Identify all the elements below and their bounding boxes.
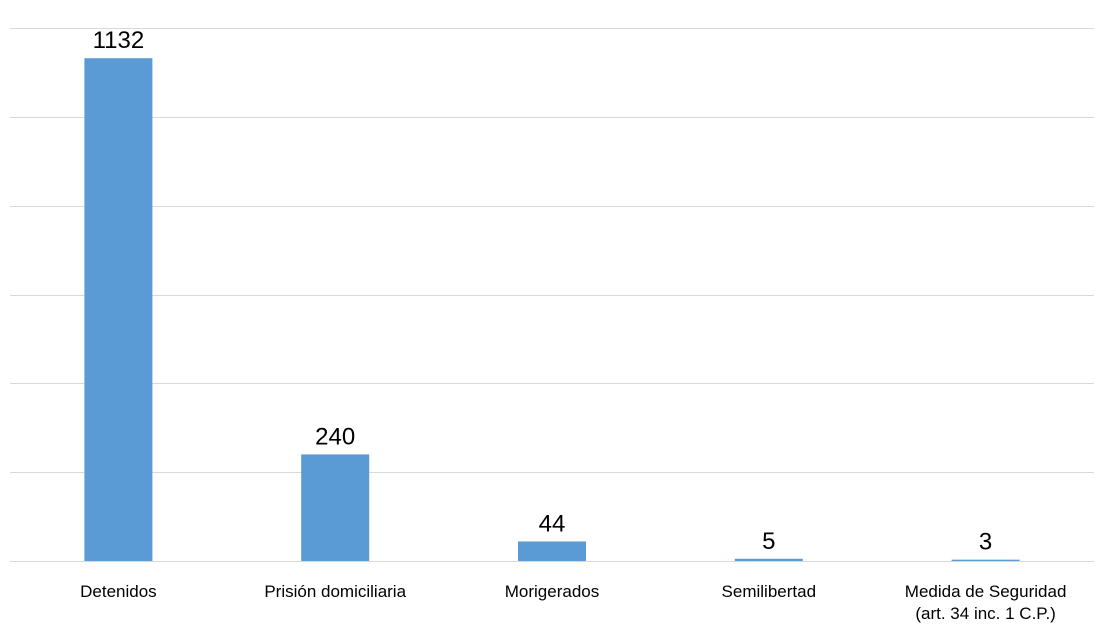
data-label: 240: [315, 423, 355, 450]
x-tick-label: Prisión domiciliaria: [264, 582, 406, 601]
tick-label-layer: Detenidos Prisión domiciliaria Morigerados…: [80, 582, 1066, 623]
bar: [734, 558, 803, 561]
x-tick-label: Medida de Seguridad: [905, 582, 1067, 601]
x-tick-label: (art. 34 inc. 1 C.P.): [915, 604, 1055, 623]
data-label: 1132: [93, 27, 145, 54]
x-tick-label: Detenidos: [80, 582, 157, 601]
bar: [518, 541, 586, 561]
x-tick-label: Semilibertad: [722, 582, 817, 601]
bar: [84, 58, 153, 561]
bar: [951, 559, 1020, 561]
data-label-layer: 1132 240 44 5 3: [93, 27, 993, 555]
data-label: 3: [979, 529, 992, 556]
x-tick-label: Morigerados: [505, 582, 600, 601]
data-label: 44: [539, 510, 566, 537]
data-label: 5: [762, 528, 775, 555]
bar-layer: [84, 58, 1020, 561]
grid-layer: [10, 28, 1094, 562]
bar: [301, 454, 370, 561]
